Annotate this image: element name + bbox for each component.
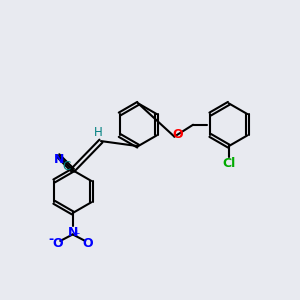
Text: Cl: Cl (222, 157, 236, 170)
Text: H: H (94, 126, 102, 139)
Text: O: O (172, 128, 183, 141)
Text: C: C (63, 160, 71, 173)
Text: O: O (83, 237, 94, 250)
Text: N: N (54, 153, 64, 166)
Text: +: + (73, 229, 80, 238)
Text: -: - (49, 233, 54, 246)
Text: N: N (68, 226, 78, 238)
Text: O: O (52, 237, 63, 250)
